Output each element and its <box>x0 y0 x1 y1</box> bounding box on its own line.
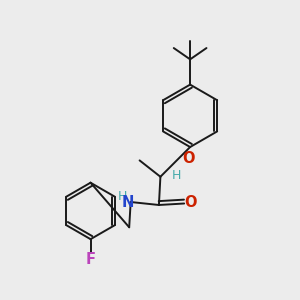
Text: N: N <box>122 195 134 210</box>
Text: H: H <box>172 169 182 182</box>
Text: F: F <box>85 252 96 267</box>
Text: O: O <box>184 195 197 210</box>
Text: H: H <box>118 190 127 203</box>
Text: O: O <box>182 151 194 166</box>
